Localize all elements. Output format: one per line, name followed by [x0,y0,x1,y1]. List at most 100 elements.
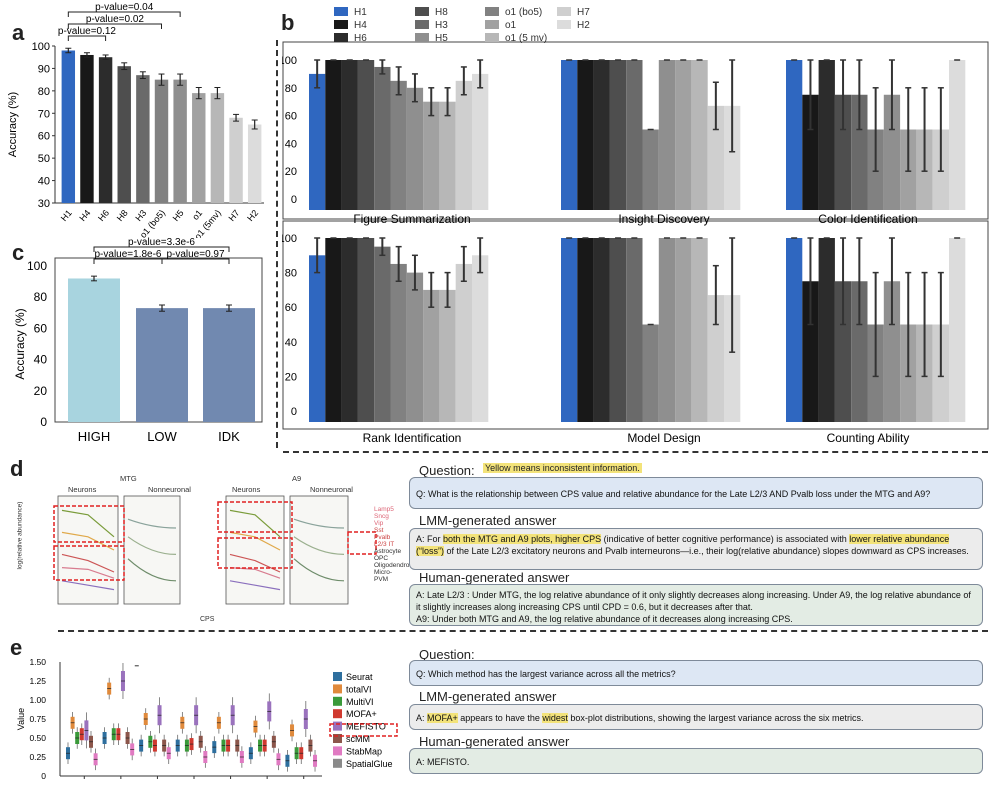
bar [675,60,692,210]
bar [851,281,868,422]
qa-d-question-label: Question: [419,463,475,478]
bar [439,101,456,210]
legend-swatch [557,7,571,16]
y-tick-label: 20 [34,384,48,398]
bar [818,60,835,210]
x-tick-label: H4 [77,208,92,223]
trend-line [127,518,177,529]
qa-d-human-text-2: A9: Under both MTG and A9, the log relat… [416,614,793,624]
legend-swatch [333,734,342,743]
y-tick-label: 40 [285,138,297,150]
qa-e-human-label: Human-generated answer [419,734,570,749]
bar [390,80,407,210]
p-value-label: p-value=3.3e-6 [128,237,195,248]
y-tick-label: 70 [38,108,50,120]
y-tick-label: 0.75 [29,714,46,724]
bar [390,263,407,422]
subplot-title: Figure Summarization [353,212,470,226]
bar [675,238,692,422]
bar [455,263,472,422]
subplot-title: Model Design [627,431,700,445]
bar [786,60,803,210]
trend-line [61,580,115,591]
y-tick-label: 0 [291,194,297,206]
y-tick-label: 100 [32,41,50,53]
bar [68,278,120,422]
subplot-frame [57,495,119,605]
inconsistency-highlight [217,501,293,533]
significance-bracket [67,23,162,29]
y-tick-label: 40 [34,353,48,367]
legend-label: o1 (bo5) [505,7,542,18]
x-tick-label: HIGH [78,429,111,444]
legend-label: totalVI [346,684,372,694]
trend-line [293,536,345,555]
qa-d-human-answer: A: Late L2/3 : Under MTG, the log relati… [409,584,983,626]
legend-swatch [333,672,342,681]
x-tick-label: H1 [59,208,74,223]
legend-label: H6 [354,33,367,44]
y-axis-label: Accuracy (%) [7,92,19,157]
y-tick-label: 1.50 [29,657,46,667]
qa-e-question-label: Question: [419,647,475,662]
bar [154,79,169,203]
subplot-frame [282,41,989,220]
x-tick-label: IDK [218,429,240,444]
d-legend-item: Sncg [374,513,389,520]
bar [455,80,472,210]
qa-d-lmm-text: of the Late L2/3 excitatory neurons and … [444,546,969,556]
inconsistency-highlight [217,537,293,569]
d-title-nonneuronal-1: Nonneuronal [148,485,191,494]
d-legend-item: Pvalb [374,534,391,541]
legend-label: scMM [346,734,370,744]
legend-swatch [333,721,342,731]
bar [593,60,610,210]
bar [561,60,578,210]
subplot-title: Insight Discovery [618,212,709,226]
qa-d-lmm-answer: A: For both the MTG and A9 plots, higher… [409,528,983,570]
bar [472,255,489,422]
legend-label: MultiVI [346,697,374,707]
significance-bracket [161,258,230,264]
y-tick-label: 1.25 [29,676,46,686]
legend-swatch [415,7,429,16]
y-tick-label: 90 [38,63,50,75]
bar [439,289,456,422]
chart-a: 30 40 50 60 70 80 90 100 Accuracy (%) H1 H4 H6 H8 H3 o… [7,2,264,238]
y-tick-label: 80 [34,290,48,304]
bar [406,272,424,422]
bar [229,117,243,203]
qa-e-lmm-text: box-plot distributions, showing the larg… [567,713,864,723]
legend-label: StabMap [346,746,382,756]
bar [357,60,375,210]
legend-swatch [333,684,342,694]
bar [325,238,342,422]
qa-d-lmm-text: (indicative of better cognitive performa… [601,534,850,544]
legend-swatch [485,20,499,29]
x-tick-label: H5 [171,208,186,223]
legend-label: H3 [435,20,448,31]
qa-panel-e: Question: Q: Which method has the larges… [409,647,987,793]
panel-label-a: a [12,20,25,45]
qa-d-human-text-1: A: Late L2/3 : Under MTG, the log relati… [416,590,971,612]
bar [642,324,659,422]
qa-d-note: Yellow means inconsistent information. [483,463,642,473]
bar [98,57,113,203]
trend-line [293,558,345,582]
bar [883,94,901,210]
y-tick-label: 40 [38,176,50,188]
qa-d-lmm-text: A: For [416,534,444,544]
y-axis-label: Accuracy (%) [13,308,27,379]
y-tick-label: 0 [40,415,47,429]
legend-swatch [415,20,429,29]
legend-label: SpatialGlue [346,759,393,769]
y-tick-label: 60 [38,131,50,143]
bar [724,105,741,210]
separator-b-bottom [283,451,988,453]
x-tick-label: H8 [115,208,130,223]
d-xlabel: CPS [200,616,215,623]
legend-swatch [485,33,499,42]
legend-swatch [334,33,348,42]
bar [642,129,659,210]
subplot-title: Counting Ability [827,431,910,445]
